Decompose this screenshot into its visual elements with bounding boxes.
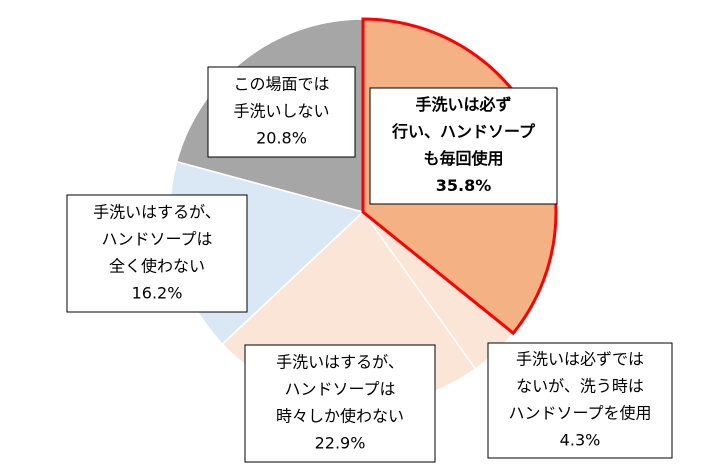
label-box	[487, 342, 673, 459]
slice-label: 手洗いしない	[233, 102, 329, 121]
slice-label: 手洗いは必ずでは	[516, 350, 644, 369]
slice-label: この場面では	[233, 75, 329, 94]
slice-label: ハンドソープは	[101, 230, 212, 249]
value-label: 22.9%	[315, 434, 366, 453]
label-box	[369, 87, 558, 205]
value-label: 20.8%	[256, 129, 307, 148]
slice-label: 手洗いはするが、	[93, 203, 221, 222]
slice-label: ないが、洗う時は	[516, 377, 644, 396]
slice-label: ハンドソープは	[284, 380, 395, 399]
value-label: 35.8%	[436, 176, 492, 195]
value-label: 4.3%	[560, 431, 601, 450]
label-box	[207, 66, 356, 158]
value-label: 16.2%	[132, 284, 183, 303]
slice-label: も毎回使用	[423, 149, 503, 168]
slice-label: 手洗いはするが、	[276, 353, 404, 372]
slice-label: 手洗いは必ず	[415, 95, 511, 114]
slice-label: 行い、ハンドソープ	[391, 122, 536, 141]
label-box	[66, 194, 248, 313]
slice-label: 全く使わない	[109, 257, 205, 276]
slice-label: 時々しか使わない	[276, 407, 404, 426]
label-box	[244, 344, 436, 463]
slice-label: ハンドソープを使用	[508, 404, 651, 423]
